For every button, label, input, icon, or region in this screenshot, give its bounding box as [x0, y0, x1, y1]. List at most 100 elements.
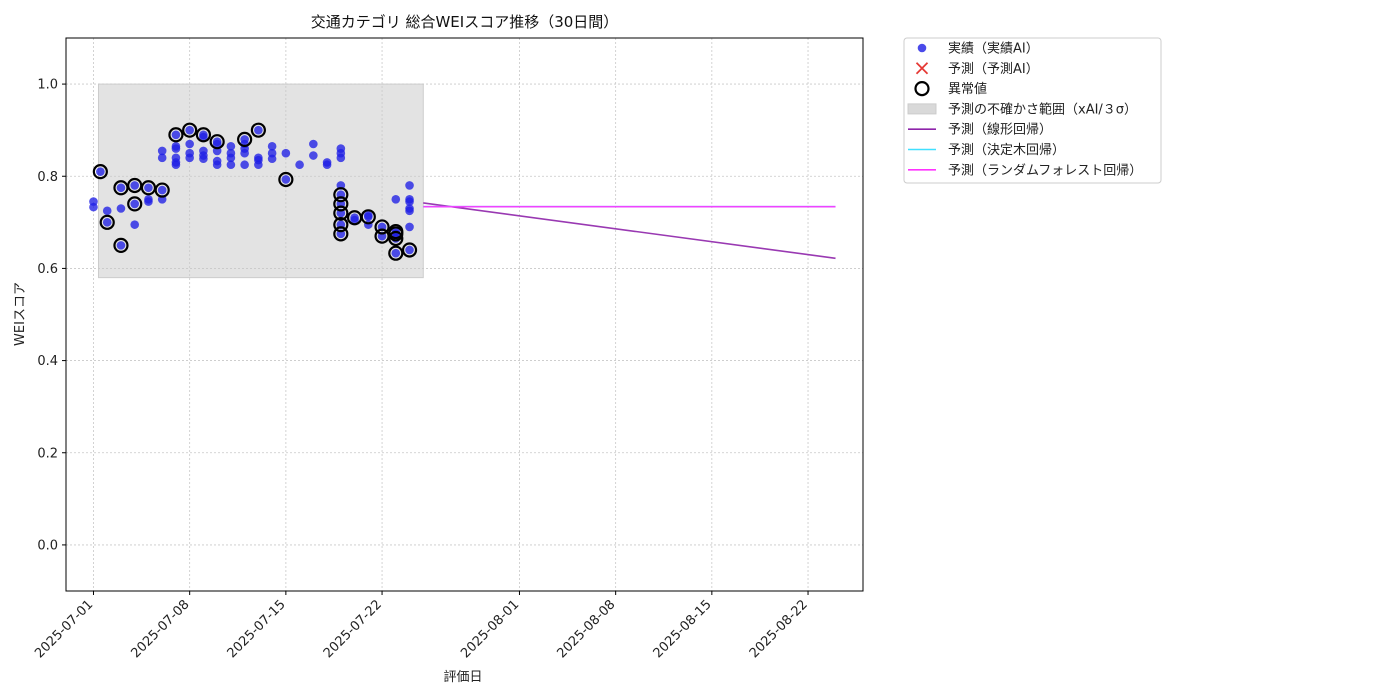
actual-point — [130, 220, 140, 229]
x-axis-title: 評価日 — [443, 670, 482, 685]
y-tick-label: 0.8 — [37, 170, 58, 185]
actual-point — [336, 153, 346, 163]
x-tick-label: 2025-07-22 — [321, 597, 385, 661]
actual-point — [185, 125, 194, 135]
anomaly-ring — [182, 122, 198, 138]
actual-point — [267, 141, 277, 151]
forecast-line — [423, 202, 836, 260]
anomaly-ring — [250, 122, 266, 138]
anomaly-ring — [333, 226, 349, 242]
forecast-line-layer — [423, 202, 836, 260]
anomaly-ring — [388, 245, 404, 261]
actual-point — [254, 160, 263, 170]
anomaly-ring — [333, 205, 349, 221]
y-axis-title: WEIスコア — [13, 282, 28, 346]
anomaly-ring — [168, 127, 184, 143]
actual-point — [89, 202, 98, 212]
actual-point — [267, 154, 277, 164]
plot-area-frame — [65, 37, 864, 592]
actual-point — [199, 132, 208, 142]
actual-point — [350, 215, 359, 225]
legend-label: 予測（ランダムフォレスト回帰） — [948, 162, 1142, 178]
actual-point — [185, 139, 194, 149]
actual-point — [212, 139, 222, 149]
actual-point — [171, 153, 181, 163]
legend-label: 予測（予測AI） — [948, 62, 1039, 77]
x-tick-label: 2025-07-15 — [225, 597, 289, 661]
anomaly-ring — [278, 171, 294, 188]
legend-cross-icon-stroke — [915, 62, 929, 75]
actual-point — [157, 185, 167, 195]
legend-label: 予測（線形回帰） — [948, 122, 1052, 138]
actual-point — [322, 160, 332, 170]
anomaly-ring — [401, 242, 418, 258]
anomaly-ring — [333, 187, 349, 203]
uncertainty-band — [97, 83, 424, 279]
actual-point — [171, 160, 181, 170]
actual-point — [171, 130, 181, 140]
anomaly-ring — [333, 196, 349, 212]
actual-point — [281, 175, 291, 184]
anomaly-ring — [99, 214, 115, 230]
actual-point — [212, 156, 222, 166]
actual-point — [199, 154, 208, 164]
actual-point — [185, 148, 194, 158]
x-tick-label: 2025-08-08 — [554, 597, 618, 661]
chart-title: 交通カテゴリ 総合WEIスコア推移（30日間） — [311, 13, 619, 31]
actual-point — [171, 141, 181, 151]
actual-point — [391, 194, 401, 204]
uncertainty-band-layer — [97, 83, 424, 279]
legend-ring-icon — [914, 80, 930, 97]
actual-point — [130, 199, 140, 209]
actual-point — [102, 206, 112, 216]
actual-point — [281, 148, 291, 158]
actual-point — [405, 206, 414, 216]
anomaly-ring — [237, 131, 253, 147]
actual-point — [240, 148, 249, 158]
actual-point — [295, 160, 304, 170]
actual-point — [116, 183, 126, 193]
actual-point — [254, 153, 263, 163]
actual-point — [309, 139, 318, 149]
legend-label: 予測の不確かさ範囲（xAI/３σ） — [948, 101, 1137, 117]
anomaly-ring — [195, 127, 212, 143]
x-tick-label: 2025-08-15 — [651, 597, 715, 661]
actual-point — [226, 160, 236, 170]
actual-point — [116, 241, 126, 250]
actual-point — [102, 218, 112, 227]
y-tick-label: 0.4 — [37, 354, 58, 369]
actual-point — [405, 197, 414, 206]
x-tick-label: 2025-08-22 — [747, 597, 811, 661]
x-tick-label: 2025-07-01 — [32, 597, 96, 661]
legend-dot-icon — [917, 43, 927, 53]
anomaly-ring — [92, 164, 108, 180]
actual-point — [391, 248, 401, 258]
actual-point — [226, 148, 236, 158]
y-tick-label: 0.6 — [37, 262, 58, 277]
actual-point — [144, 197, 153, 206]
x-tick-label: 2025-07-08 — [128, 597, 192, 661]
anomaly-ring — [154, 182, 170, 198]
actual-point — [405, 222, 414, 232]
actual-point — [157, 153, 167, 163]
legend-label: 異常値 — [948, 81, 987, 97]
actual-point — [226, 141, 236, 151]
anomaly-ring — [388, 226, 404, 242]
legend-label: 実績（実績AI） — [948, 41, 1039, 57]
actual-point-layer — [89, 125, 414, 258]
actual-point — [364, 212, 373, 222]
anomaly-ring — [127, 196, 143, 212]
legend-band-icon — [907, 103, 937, 115]
y-tick-label: 0.2 — [37, 446, 58, 461]
actual-point — [405, 245, 414, 255]
legend-box — [903, 37, 1162, 184]
y-axis-ticks: 0.0 0.2 0.4 0.6 0.8 1.0 — [37, 78, 66, 553]
anomaly-ring — [209, 134, 225, 150]
legend-label: 予測（決定木回帰） — [948, 142, 1065, 158]
actual-point — [240, 160, 249, 170]
actual-point — [116, 204, 126, 213]
anomaly-ring — [333, 217, 349, 233]
x-tick-label: 2025-08-01 — [458, 597, 522, 661]
